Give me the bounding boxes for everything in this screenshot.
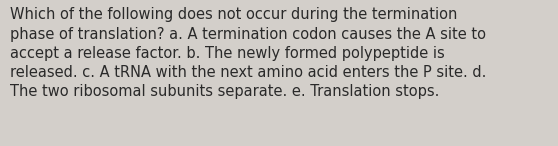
Text: Which of the following does not occur during the termination
phase of translatio: Which of the following does not occur du… [10,7,487,99]
